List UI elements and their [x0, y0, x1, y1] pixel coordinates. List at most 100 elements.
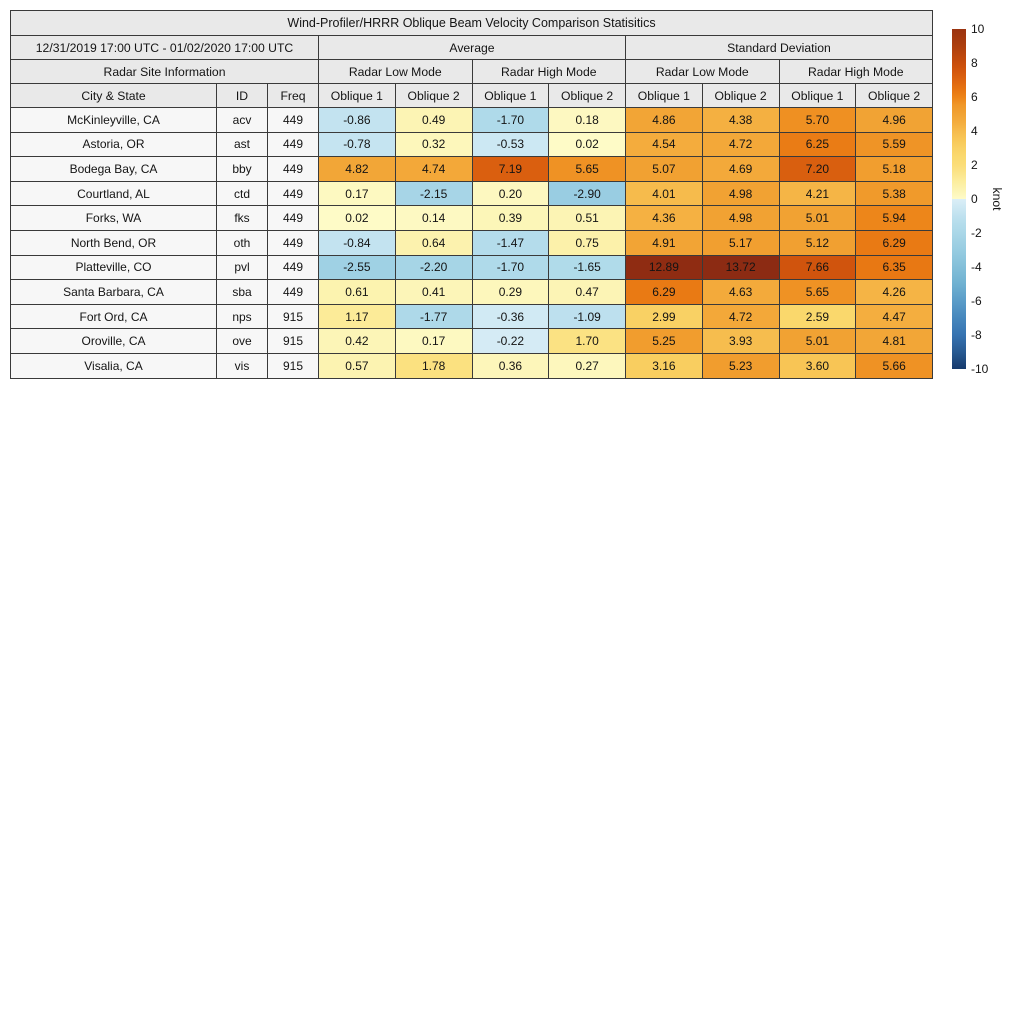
value-cell: 0.64 — [394, 229, 473, 256]
value-cell: 2.59 — [778, 303, 857, 330]
site-id-cell: vis — [216, 352, 268, 379]
value-cell: -0.22 — [471, 328, 550, 354]
group-header-row-2: Radar Site Information Radar Low Mode Ra… — [10, 59, 933, 84]
city-state-cell: Fort Ord, CA — [10, 303, 217, 330]
value-cell: 0.20 — [471, 180, 550, 207]
city-state-cell: Platteville, CO — [10, 254, 217, 281]
site-freq-cell: 915 — [267, 352, 319, 379]
value-cell: 3.93 — [701, 328, 780, 354]
table-row: Astoria, OR ast 449 -0.78 0.32 -0.53 0.02 4.54 4… — [10, 131, 933, 158]
table-row: Fort Ord, CA nps 915 1.17 -1.77 -0.36 -1.09 2.9… — [10, 303, 933, 330]
oblique1-column-header: Oblique 1 — [318, 83, 396, 108]
value-cell: 2.99 — [625, 303, 703, 330]
std-deviation-group-header: Standard Deviation — [625, 35, 933, 60]
id-column-header: ID — [216, 83, 268, 108]
value-cell: 3.16 — [625, 352, 703, 379]
site-id-cell: fks — [216, 205, 268, 231]
value-cell: 4.01 — [625, 180, 703, 207]
value-cell: 4.74 — [394, 156, 473, 182]
site-id-cell: nps — [216, 303, 268, 330]
colorbar-tick-label: 10 — [971, 22, 985, 36]
value-cell: 4.72 — [701, 131, 780, 158]
colorbar-tick-label: 8 — [971, 56, 978, 70]
value-cell: 4.98 — [701, 180, 780, 207]
table-row: North Bend, OR oth 449 -0.84 0.64 -1.47 0.75 4.… — [10, 229, 933, 256]
city-state-cell: McKinleyville, CA — [10, 107, 217, 133]
colorbar — [952, 29, 966, 369]
site-id-cell: ast — [216, 131, 268, 158]
city-state-column-header: City & State — [10, 83, 217, 108]
site-freq-cell: 449 — [267, 156, 319, 182]
value-cell: 7.66 — [778, 254, 857, 281]
value-cell: 0.51 — [548, 205, 626, 231]
value-cell: 0.42 — [318, 328, 396, 354]
value-cell: 0.47 — [548, 279, 626, 305]
site-freq-cell: 449 — [267, 279, 319, 305]
colorbar-tick-label: -10 — [971, 362, 989, 376]
table-row: Forks, WA fks 449 0.02 0.14 0.39 0.51 4.36 4.98 5… — [10, 205, 933, 231]
std-low-mode-header: Radar Low Mode — [625, 59, 780, 84]
city-state-cell: Visalia, CA — [10, 352, 217, 379]
value-cell: 0.14 — [394, 205, 473, 231]
value-cell: 5.23 — [701, 352, 780, 379]
value-cell: 5.65 — [778, 279, 857, 305]
city-state-cell: Bodega Bay, CA — [10, 156, 217, 182]
std-high-mode-header: Radar High Mode — [778, 59, 933, 84]
value-cell: 3.60 — [778, 352, 857, 379]
value-cell: 0.61 — [318, 279, 396, 305]
value-cell: 0.17 — [318, 180, 396, 207]
value-cell: 4.54 — [625, 131, 703, 158]
radar-site-info-header: Radar Site Information — [10, 59, 319, 84]
colorbar-tick-label: 2 — [971, 158, 978, 172]
value-cell: 4.72 — [701, 303, 780, 330]
value-cell: 12.89 — [625, 254, 703, 281]
site-freq-cell: 449 — [267, 205, 319, 231]
value-cell: 5.38 — [855, 180, 933, 207]
value-cell: -2.55 — [318, 254, 396, 281]
value-cell: 4.91 — [625, 229, 703, 256]
table-row: Courtland, AL ctd 449 0.17 -2.15 0.20 -2.90 4.0… — [10, 180, 933, 207]
title-row: Wind-Profiler/HRRR Oblique Beam Velocity… — [10, 10, 933, 36]
value-cell: 5.01 — [778, 205, 857, 231]
table-row: McKinleyville, CA acv 449 -0.86 0.49 -1.70 0.1… — [10, 107, 933, 133]
avg-high-mode-header: Radar High Mode — [471, 59, 626, 84]
value-cell: -1.70 — [471, 254, 550, 281]
site-id-cell: ctd — [216, 180, 268, 207]
value-cell: 0.17 — [394, 328, 473, 354]
oblique2-column-header: Oblique 2 — [394, 83, 473, 108]
column-header-row: City & State ID Freq Oblique 1 Oblique 2… — [10, 83, 933, 108]
value-cell: 0.18 — [548, 107, 626, 133]
average-group-header: Average — [318, 35, 626, 60]
value-cell: -1.47 — [471, 229, 550, 256]
value-cell: 0.36 — [471, 352, 550, 379]
value-cell: 4.86 — [625, 107, 703, 133]
value-cell: 5.70 — [778, 107, 857, 133]
value-cell: 5.59 — [855, 131, 933, 158]
value-cell: -0.53 — [471, 131, 550, 158]
value-cell: 5.65 — [548, 156, 626, 182]
site-id-cell: acv — [216, 107, 268, 133]
value-cell: 5.01 — [778, 328, 857, 354]
value-cell: -2.90 — [548, 180, 626, 207]
value-cell: 1.70 — [548, 328, 626, 354]
site-freq-cell: 449 — [267, 107, 319, 133]
site-freq-cell: 915 — [267, 303, 319, 330]
value-cell: 4.26 — [855, 279, 933, 305]
table-row: Oroville, CA ove 915 0.42 0.17 -0.22 1.70 5.25 3… — [10, 328, 933, 354]
value-cell: 7.19 — [471, 156, 550, 182]
group-header-row-1: 12/31/2019 17:00 UTC - 01/02/2020 17:00 … — [10, 35, 933, 60]
avg-low-mode-header: Radar Low Mode — [318, 59, 473, 84]
table-row: Platteville, CO pvl 449 -2.55 -2.20 -1.70 -1.6… — [10, 254, 933, 281]
oblique2-column-header: Oblique 2 — [701, 83, 780, 108]
site-freq-cell: 449 — [267, 229, 319, 256]
value-cell: -0.36 — [471, 303, 550, 330]
site-id-cell: bby — [216, 156, 268, 182]
value-cell: 0.39 — [471, 205, 550, 231]
value-cell: 0.49 — [394, 107, 473, 133]
comparison-table: Wind-Profiler/HRRR Oblique Beam Velocity… — [10, 10, 933, 379]
city-state-cell: North Bend, OR — [10, 229, 217, 256]
value-cell: -0.84 — [318, 229, 396, 256]
value-cell: 1.17 — [318, 303, 396, 330]
value-cell: 6.29 — [855, 229, 933, 256]
city-state-cell: Santa Barbara, CA — [10, 279, 217, 305]
